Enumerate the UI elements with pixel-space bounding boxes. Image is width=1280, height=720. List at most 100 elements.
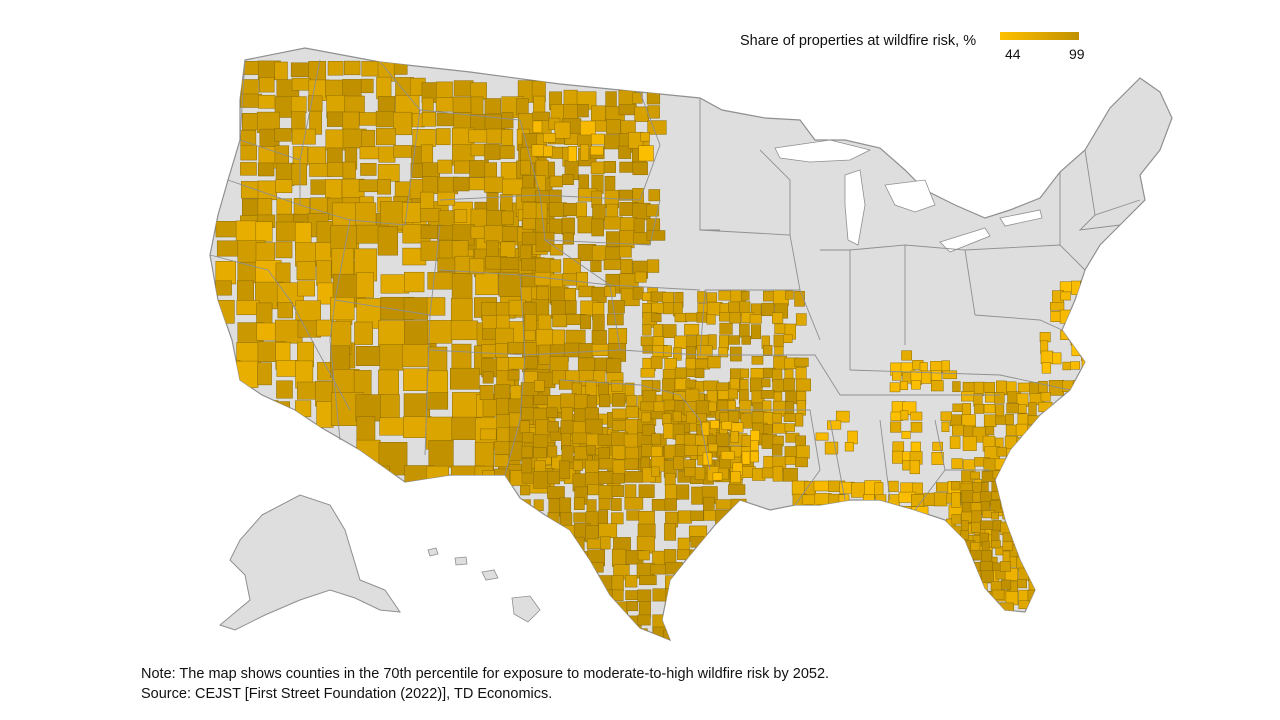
county-cell [696, 311, 708, 323]
county-cell [1072, 380, 1082, 391]
county-cell [1018, 458, 1029, 473]
county-cell [592, 314, 605, 332]
county-cell [592, 204, 606, 221]
county-cell [606, 358, 622, 375]
county-cell [1040, 491, 1054, 506]
county-cell [276, 380, 293, 399]
county-cell [739, 323, 750, 338]
county-cell [910, 411, 923, 421]
county-cell [546, 616, 560, 629]
county-cell [795, 313, 807, 326]
county-cell [560, 601, 577, 616]
county-cell [1060, 291, 1071, 301]
county-cell [1001, 579, 1012, 590]
county-cell [354, 321, 373, 345]
county-cell [543, 145, 553, 157]
county-cell [741, 335, 751, 345]
county-cell [521, 562, 540, 578]
county-cell [847, 430, 858, 445]
county-cell [875, 494, 887, 510]
county-cell [730, 471, 741, 483]
county-cell [611, 512, 624, 525]
county-cell [662, 292, 674, 304]
county-cell [235, 402, 257, 417]
county-cell [217, 381, 239, 409]
county-cell [562, 174, 574, 185]
county-cell [1070, 361, 1081, 370]
county-cell [1029, 457, 1044, 473]
county-cell [342, 79, 362, 98]
county-cell [996, 446, 1007, 457]
county-cell [331, 248, 355, 279]
county-cell [646, 230, 666, 241]
county-cell [612, 445, 626, 460]
county-cell [393, 111, 413, 136]
county-cell [1072, 437, 1084, 454]
county-cell [973, 602, 984, 611]
county-cell [971, 601, 985, 611]
county-cell [642, 292, 652, 301]
county-cell [685, 379, 696, 389]
county-cell [983, 382, 995, 393]
county-cell [1028, 547, 1043, 562]
county-cell [580, 144, 590, 161]
county-cell [574, 446, 589, 460]
county-cell [216, 400, 236, 427]
county-cell [994, 392, 1005, 404]
county-cell [838, 517, 848, 531]
county-cell [663, 629, 680, 640]
county-cell [664, 498, 677, 511]
county-cell [377, 164, 400, 182]
county-cell [533, 628, 549, 640]
county-cell [813, 480, 831, 492]
county-cell [578, 343, 594, 359]
county-cell [1071, 524, 1084, 536]
county-cell [237, 261, 258, 284]
county-cell [573, 563, 591, 574]
county-cell [612, 459, 626, 475]
county-cell [1040, 392, 1051, 402]
county-cell [591, 343, 610, 356]
county-cell [598, 523, 618, 539]
county-cell [708, 401, 717, 412]
county-cell [532, 614, 551, 629]
county-cell [1028, 402, 1037, 416]
county-cell [378, 369, 399, 396]
county-cell [673, 456, 684, 470]
county-cell [356, 272, 374, 298]
county-cell [402, 344, 431, 368]
county-cell [642, 324, 652, 336]
county-cell [522, 627, 533, 640]
county-cell [701, 550, 718, 564]
county-cell [1039, 546, 1051, 557]
county-cell [689, 562, 707, 575]
county-cell [559, 460, 570, 479]
county-cell [634, 271, 647, 283]
county-cell [886, 517, 896, 536]
county-cell [534, 380, 545, 392]
county-cell [1037, 425, 1048, 441]
county-cell [794, 291, 805, 307]
county-cell [377, 226, 398, 256]
county-cell [325, 79, 345, 98]
county-cell [360, 163, 377, 176]
county-cell [1039, 332, 1051, 343]
county-cell [599, 616, 617, 633]
county-cell [1000, 470, 1010, 481]
county-cell [740, 368, 749, 379]
county-cell [611, 393, 626, 407]
county-cell [379, 417, 407, 436]
county-cell [577, 104, 589, 118]
county-cell [1050, 415, 1060, 428]
county-cell [981, 550, 993, 563]
county-cell [804, 504, 814, 521]
county-cell [650, 564, 669, 575]
county-cell [740, 290, 750, 301]
county-cell [664, 602, 683, 615]
county-cell [586, 614, 597, 626]
county-cell [599, 601, 614, 618]
county-cell [1038, 535, 1054, 545]
county-cell [1073, 535, 1089, 544]
county-cell [727, 388, 739, 400]
county-cell [728, 524, 744, 536]
